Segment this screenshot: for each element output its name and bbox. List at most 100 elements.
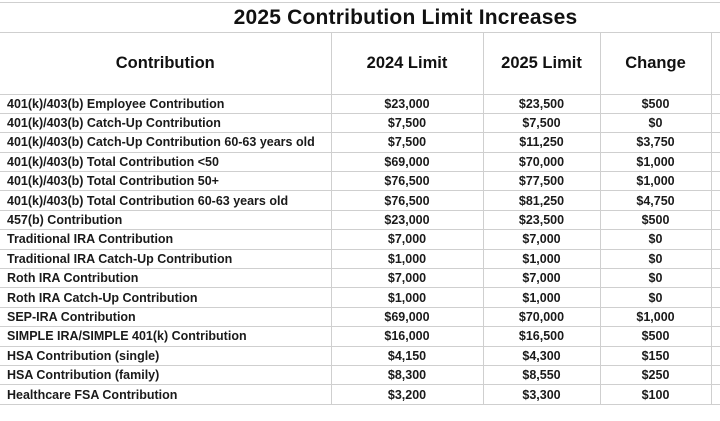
cell-value: $7,500 — [330, 112, 484, 134]
cell-value: $250 — [599, 364, 712, 386]
cell-contribution-label: 401(k)/403(b) Employee Contribution — [0, 93, 332, 114]
table-body: 401(k)/403(b) Employee Contribution $23,0… — [0, 93, 720, 405]
cell-value: $8,300 — [330, 364, 484, 386]
table-header: Contribution 2024 Limit 2025 Limit Chang… — [0, 33, 720, 95]
cell-value: $11,250 — [482, 132, 601, 153]
cell-cutoff — [710, 364, 720, 386]
table-row: 401(k)/403(b) Catch-Up Contribution $7,50… — [0, 112, 720, 134]
cell-cutoff — [710, 345, 720, 366]
cell-value: $1,000 — [599, 171, 712, 192]
cell-value: $16,500 — [482, 326, 601, 347]
cell-contribution-label: 401(k)/403(b) Catch-Up Contribution — [0, 112, 332, 134]
cell-value: $4,300 — [482, 345, 601, 366]
cell-value: $16,000 — [330, 326, 484, 347]
cell-contribution-label: Healthcare FSA Contribution — [0, 384, 332, 405]
cell-value: $7,000 — [330, 268, 484, 289]
cell-value: $23,000 — [330, 93, 484, 114]
cell-contribution-label: 457(b) Contribution — [0, 209, 332, 231]
cell-value: $0 — [599, 287, 712, 308]
column-header-2024-limit: 2024 Limit — [330, 33, 484, 95]
cell-value: $1,000 — [330, 287, 484, 308]
cell-value: $0 — [599, 112, 712, 134]
cell-value: $69,000 — [330, 306, 484, 328]
cell-value: $0 — [599, 268, 712, 289]
table-row: 401(k)/403(b) Total Contribution 50+ $76,… — [0, 171, 720, 192]
cell-value: $76,500 — [330, 190, 484, 211]
cell-cutoff — [710, 132, 720, 153]
cell-cutoff — [710, 171, 720, 192]
cell-contribution-label: Traditional IRA Contribution — [0, 229, 332, 250]
cell-cutoff — [710, 384, 720, 405]
cell-cutoff — [710, 209, 720, 231]
cell-contribution-label: Traditional IRA Catch-Up Contribution — [0, 248, 332, 270]
cell-contribution-label: SIMPLE IRA/SIMPLE 401(k) Contribution — [0, 326, 332, 347]
cell-value: $3,200 — [330, 384, 484, 405]
cell-value: $4,150 — [330, 345, 484, 366]
contribution-limits-table: Contribution 2024 Limit 2025 Limit Chang… — [0, 33, 720, 405]
cell-value: $8,550 — [482, 364, 601, 386]
table-row: 401(k)/403(b) Catch-Up Contribution 60-6… — [0, 132, 720, 153]
cell-value: $500 — [599, 326, 712, 347]
cell-cutoff — [710, 229, 720, 250]
cell-contribution-label: 401(k)/403(b) Total Contribution 50+ — [0, 171, 332, 192]
table-row: Roth IRA Catch-Up Contribution $1,000 $1,0… — [0, 287, 720, 308]
cell-value: $1,000 — [330, 248, 484, 270]
cell-contribution-label: SEP-IRA Contribution — [0, 306, 332, 328]
cell-value: $3,750 — [599, 132, 712, 153]
cell-cutoff — [710, 248, 720, 270]
cell-value: $7,000 — [482, 229, 601, 250]
cell-value: $23,000 — [330, 209, 484, 231]
table-row: Traditional IRA Catch-Up Contribution $1,… — [0, 248, 720, 270]
cell-value: $70,000 — [482, 151, 601, 173]
spreadsheet: 2025 Contribution Limit Increases Contri… — [0, 2, 720, 405]
cell-value: $0 — [599, 229, 712, 250]
cell-contribution-label: HSA Contribution (family) — [0, 364, 332, 386]
table-row: 401(k)/403(b) Employee Contribution $23,0… — [0, 93, 720, 114]
cell-value: $7,500 — [482, 112, 601, 134]
cell-value: $150 — [599, 345, 712, 366]
cell-value: $0 — [599, 248, 712, 270]
cell-value: $77,500 — [482, 171, 601, 192]
cell-value: $70,000 — [482, 306, 601, 328]
cell-cutoff — [710, 287, 720, 308]
cell-value: $7,000 — [482, 268, 601, 289]
cell-cutoff — [710, 326, 720, 347]
cell-cutoff — [710, 112, 720, 134]
table-row: 401(k)/403(b) Total Contribution 60-63 y… — [0, 190, 720, 211]
cell-value: $3,300 — [482, 384, 601, 405]
cell-value: $1,000 — [482, 287, 601, 308]
cell-value: $7,000 — [330, 229, 484, 250]
table-row: HSA Contribution (single) $4,150 $4,300 $15… — [0, 345, 720, 366]
cell-contribution-label: 401(k)/403(b) Catch-Up Contribution 60-6… — [0, 132, 332, 153]
cell-value: $76,500 — [330, 171, 484, 192]
cell-value: $81,250 — [482, 190, 601, 211]
header-row: Contribution 2024 Limit 2025 Limit Chang… — [0, 33, 720, 95]
table-row: 457(b) Contribution $23,000 $23,500 $500 — [0, 209, 720, 231]
column-header-2025-limit: 2025 Limit — [482, 33, 601, 95]
cell-cutoff — [710, 93, 720, 114]
column-header-change: Change — [599, 33, 712, 95]
cell-value: $4,750 — [599, 190, 712, 211]
table-row: 401(k)/403(b) Total Contribution <50 $69,… — [0, 151, 720, 173]
cell-contribution-label: 401(k)/403(b) Total Contribution <50 — [0, 151, 332, 173]
cell-value: $1,000 — [599, 151, 712, 173]
cell-value: $1,000 — [482, 248, 601, 270]
table-row: SIMPLE IRA/SIMPLE 401(k) Contribution $16… — [0, 326, 720, 347]
cell-value: $7,500 — [330, 132, 484, 153]
cell-cutoff — [710, 268, 720, 289]
table-row: HSA Contribution (family) $8,300 $8,550 $25… — [0, 364, 720, 386]
cell-value: $100 — [599, 384, 712, 405]
cell-cutoff — [710, 306, 720, 328]
table-row: Traditional IRA Contribution $7,000 $7,000… — [0, 229, 720, 250]
cell-value: $23,500 — [482, 209, 601, 231]
table-row: SEP-IRA Contribution $69,000 $70,000 $1,000 — [0, 306, 720, 328]
cell-value: $23,500 — [482, 93, 601, 114]
cell-value: $500 — [599, 93, 712, 114]
cell-contribution-label: HSA Contribution (single) — [0, 345, 332, 366]
column-header-cutoff — [710, 33, 720, 95]
cell-contribution-label: Roth IRA Catch-Up Contribution — [0, 287, 332, 308]
cell-value: $1,000 — [599, 306, 712, 328]
cell-cutoff — [710, 190, 720, 211]
cell-contribution-label: 401(k)/403(b) Total Contribution 60-63 y… — [0, 190, 332, 211]
cell-cutoff — [710, 151, 720, 173]
